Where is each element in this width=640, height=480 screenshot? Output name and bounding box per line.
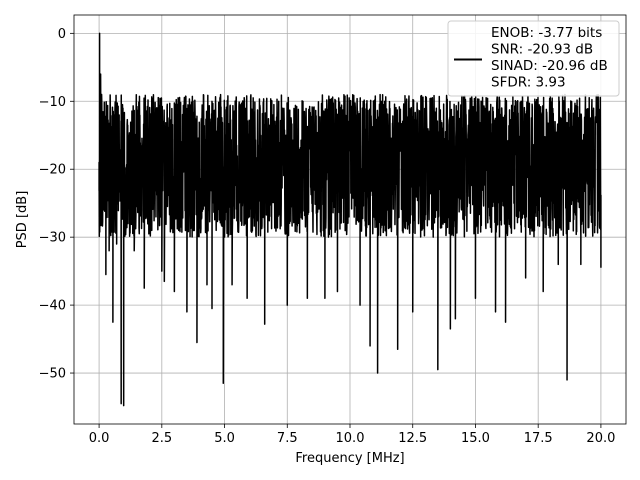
y-tick-label: −40 <box>39 299 66 314</box>
x-tick-label: 20.0 <box>586 431 615 446</box>
x-tick-label: 2.5 <box>151 431 172 446</box>
y-tick-label: −30 <box>39 231 66 246</box>
legend: ENOB: -3.77 bits SNR: -20.93 dB SINAD: -… <box>447 20 620 97</box>
legend-box <box>447 20 620 97</box>
x-tick-label: 15.0 <box>461 431 490 446</box>
x-tick-label: 0.0 <box>89 431 110 446</box>
x-tick-label: 17.5 <box>524 431 553 446</box>
x-tick-label: 10.0 <box>336 431 365 446</box>
y-tick-label: 0 <box>58 27 66 42</box>
y-tick-label: −10 <box>39 95 66 110</box>
series-layer <box>98 32 602 407</box>
y-tick-label: −20 <box>39 163 66 178</box>
y-axis-label: PSD [dB] <box>15 191 30 249</box>
legend-enob: ENOB: -3.77 bits <box>491 25 602 41</box>
legend-sfdr: SFDR: 3.93 <box>491 75 566 91</box>
psd-series-line <box>98 32 602 407</box>
x-tick-label: 5.0 <box>214 431 235 446</box>
y-tick-label: −50 <box>39 367 66 382</box>
x-tick-label: 12.5 <box>398 431 427 446</box>
legend-snr: SNR: -20.93 dB <box>491 42 593 58</box>
legend-sinad: SINAD: -20.96 dB <box>491 58 608 74</box>
ticks: 0.0 2.5 5.0 7.5 10.0 12.5 15.0 17.5 20.0 0 −10 −20 −… <box>39 27 616 446</box>
x-axis-label: Frequency [MHz] <box>295 451 404 466</box>
x-tick-label: 7.5 <box>277 431 298 446</box>
